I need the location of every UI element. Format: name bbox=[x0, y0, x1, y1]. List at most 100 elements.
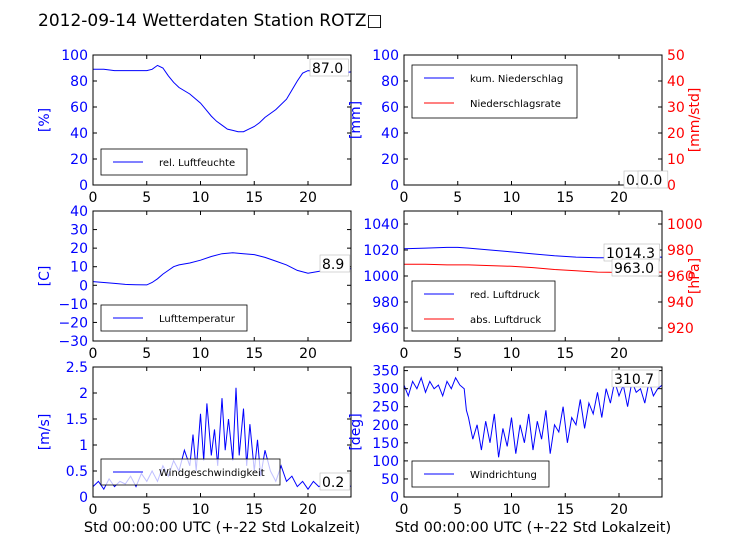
wind_dir-ytick-label: 0 bbox=[390, 490, 399, 506]
temperature-legend-label-0: Lufttemperatur bbox=[159, 314, 236, 325]
wind_speed-xtick-label: 5 bbox=[142, 502, 151, 518]
pressure-ytick-label: 1040 bbox=[363, 217, 399, 233]
precip-y2label: [mm/std] bbox=[687, 88, 703, 153]
humidity-ytick-label: 80 bbox=[70, 74, 88, 90]
pressure-y2tick-label: 920 bbox=[667, 321, 694, 337]
precip-y2tick-label: 10 bbox=[667, 152, 685, 168]
humidity-legend-label-0: rel. Luftfeuchte bbox=[159, 158, 235, 169]
precip-y2tick-label: 20 bbox=[667, 126, 685, 142]
precip-xtick-label: 20 bbox=[610, 190, 628, 206]
wind_dir-ytick-label: 200 bbox=[372, 418, 399, 434]
precip-ytick-label: 0 bbox=[390, 178, 399, 194]
temperature-xtick-label: 5 bbox=[142, 346, 151, 362]
pressure-legend-label-0: red. Luftdruck bbox=[470, 290, 540, 301]
pressure-ytick-label: 1020 bbox=[363, 243, 399, 259]
pressure-panel: 0 5 10 15 20 960 980 1000 1020 1040 920 940 960 980 10… bbox=[363, 210, 703, 362]
humidity-ytick-label: 20 bbox=[70, 152, 88, 168]
temperature-ytick-label: 10 bbox=[70, 260, 88, 276]
temperature-xtick-label: 20 bbox=[299, 346, 317, 362]
humidity-xtick-label: 20 bbox=[299, 190, 317, 206]
wind_dir-xtick-label: 20 bbox=[610, 502, 628, 518]
wind_speed-legend: Windgeschwindigkeit bbox=[100, 458, 281, 486]
pressure-xtick-label: 0 bbox=[400, 346, 409, 362]
humidity-last-value-box-0 bbox=[309, 58, 349, 77]
humidity-ytick-label: 100 bbox=[61, 48, 88, 64]
wind_dir-ytick-label: 300 bbox=[372, 382, 399, 398]
pressure-y2tick-label: 940 bbox=[667, 295, 694, 311]
pressure-ytick-label: 980 bbox=[372, 295, 399, 311]
temperature-xtick-label: 15 bbox=[245, 346, 263, 362]
pressure-legend: red. Luftdruck abs. Luftdruck bbox=[411, 280, 556, 332]
precip-ytick-label: 60 bbox=[381, 100, 399, 116]
wind_speed-legend-label-0: Windgeschwindigkeit bbox=[159, 468, 265, 479]
wind_dir-ytick-label: 350 bbox=[372, 364, 399, 380]
pressure-xtick-label: 15 bbox=[556, 346, 574, 362]
wind_speed-last-value-0: 0.2 bbox=[322, 475, 344, 491]
humidity-xtick-label: 0 bbox=[89, 190, 98, 206]
precip-axes-frame bbox=[403, 54, 663, 186]
temperature-legend: Lufttemperatur bbox=[100, 304, 248, 332]
wind_dir-xtick-label: 0 bbox=[400, 502, 409, 518]
humidity-ytick-label: 0 bbox=[79, 178, 88, 194]
precip-ytick-label: 20 bbox=[381, 152, 399, 168]
page-title: 2012-09-14 Wetterdaten Station ROTZ□ bbox=[38, 11, 383, 31]
wind_speed-ylabel: [m/s] bbox=[37, 414, 53, 451]
wind_speed-xlabel: Std 00:00:00 UTC (+-22 Std Lokalzeit) bbox=[84, 520, 360, 536]
pressure-y2tick-label: 1000 bbox=[667, 217, 703, 233]
pressure-xtick-label: 10 bbox=[503, 346, 521, 362]
humidity-xtick-label: 10 bbox=[192, 190, 210, 206]
precip-ytick-label: 40 bbox=[381, 126, 399, 142]
wind_dir-panel: 0 5 10 15 20050100150200250300350[deg]Windri… bbox=[348, 364, 671, 536]
temperature-ytick-label: 30 bbox=[70, 223, 88, 239]
precip-ytick-label: 100 bbox=[372, 48, 399, 64]
precip-legend-label-0: kum. Niederschlag bbox=[470, 74, 563, 85]
humidity-xtick-label: 15 bbox=[245, 190, 263, 206]
wind_dir-ytick-label: 100 bbox=[372, 454, 399, 470]
wind_dir-last-value-0: 310.7 bbox=[614, 372, 654, 388]
wind_dir-xtick-label: 15 bbox=[556, 502, 574, 518]
pressure-legend-box bbox=[411, 280, 556, 332]
wind_dir-xtick-label: 5 bbox=[453, 502, 462, 518]
wind_dir-legend-box bbox=[411, 460, 550, 488]
pressure-y2tick-label: 980 bbox=[667, 243, 694, 259]
humidity-panel: 0 5 10 15 20 0 20 40 60 80 100 [%] rel. Luftfeuchte 8… bbox=[37, 48, 352, 206]
pressure-xtick-label: 5 bbox=[453, 346, 462, 362]
humidity-series-0-line bbox=[93, 64, 352, 133]
wind_speed-ytick-label: 1.5 bbox=[66, 412, 88, 428]
wind_dir-xlabel: Std 00:00:00 UTC (+-22 Std Lokalzeit) bbox=[395, 520, 671, 536]
wind_speed-ytick-label: 0.5 bbox=[66, 464, 88, 480]
precip-y2tick-label: 40 bbox=[667, 74, 685, 90]
wind_dir-xtick-label: 10 bbox=[503, 502, 521, 518]
pressure-y2tick-label: 960 bbox=[667, 269, 694, 285]
temperature-xtick-label: 0 bbox=[89, 346, 98, 362]
wind_dir-legend-label-0: Windrichtung bbox=[470, 470, 537, 481]
temperature-ytick-label: −30 bbox=[58, 334, 88, 350]
humidity-axes-frame bbox=[92, 54, 352, 186]
wind_speed-xtick-label: 20 bbox=[299, 502, 317, 518]
temperature-ytick-label: −20 bbox=[58, 315, 88, 331]
wind_dir-axes-frame bbox=[403, 366, 663, 498]
temperature-last-value-box-0 bbox=[319, 254, 351, 273]
precip-ylabel: [mm] bbox=[348, 101, 364, 139]
precip-panel: 0 5 10 15 20 0 20 40 60 80 100 [mm] 0 10 20 30 40 50 [mm/s… bbox=[348, 48, 703, 206]
wind_speed-ytick-label: 2.5 bbox=[66, 360, 88, 376]
precip-xtick-label: 5 bbox=[453, 190, 462, 206]
temperature-xtick-label: 10 bbox=[192, 346, 210, 362]
wind_dir-ylabel: [deg] bbox=[348, 413, 364, 450]
temperature-series-0-line bbox=[92, 252, 352, 286]
wind_speed-xtick-label: 15 bbox=[245, 502, 263, 518]
pressure-ytick-label: 960 bbox=[372, 321, 399, 337]
precip-xtick-label: 0 bbox=[400, 190, 409, 206]
pressure-last-value-1: 963.0 bbox=[614, 261, 654, 277]
pressure-xtick-label: 20 bbox=[610, 346, 628, 362]
wind_dir-ytick-label: 50 bbox=[381, 472, 399, 488]
wind_speed-last-value-box-0 bbox=[319, 472, 351, 491]
temperature-ytick-label: 40 bbox=[70, 204, 88, 220]
wind_speed-panel: 0 5 10 15 20 0 0.5 1 1.5 2 2.5 [m/s] Windgeschwindig… bbox=[37, 360, 360, 536]
wind_speed-ytick-label: 2 bbox=[79, 386, 88, 402]
pressure-last-value-0: 1014.3 bbox=[606, 246, 655, 262]
temperature-last-value-0: 8.9 bbox=[322, 257, 344, 273]
precip-y2tick-label: 30 bbox=[667, 100, 685, 116]
